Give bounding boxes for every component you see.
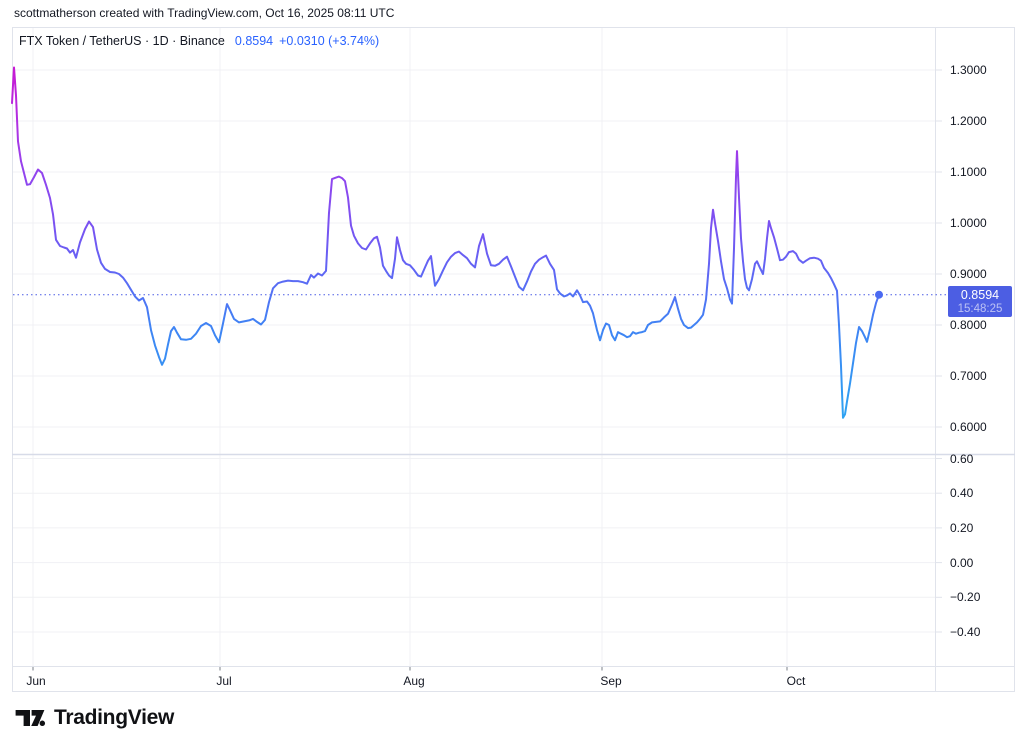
- month-label: Sep: [600, 674, 622, 688]
- last-price-badge: 0.8594 15:48:25: [948, 286, 1012, 317]
- chart-legend: FTX Token / TetherUS · 1D · Binance 0.859…: [19, 34, 379, 48]
- price-tick-label: 0.9000: [950, 267, 987, 281]
- price-tick-label: 1.3000: [950, 63, 987, 77]
- price-tick-label: 1.2000: [950, 114, 987, 128]
- last-price-value: 0.8594: [960, 288, 1000, 302]
- month-label: Oct: [786, 674, 806, 688]
- price-tick-label: 0.8000: [950, 318, 987, 332]
- lower-pane-tick-label: −0.20: [950, 590, 981, 605]
- price-tick-label: 0.7000: [950, 369, 987, 383]
- month-label: Jun: [26, 674, 46, 688]
- month-label: Jul: [216, 674, 232, 688]
- lower-pane-tick-label: 0.40: [950, 486, 974, 501]
- symbol-title: FTX Token / TetherUS · 1D · Binance: [19, 34, 225, 48]
- tradingview-logo-icon: [15, 710, 46, 726]
- bar-close-countdown: 15:48:25: [957, 303, 1003, 315]
- lower-pane-tick-label: −0.40: [950, 625, 981, 639]
- attribution-text: scottmatherson created with TradingView.…: [14, 6, 395, 20]
- price-tick-label: 1.0000: [950, 216, 987, 230]
- price-tick-label: 0.6000: [950, 420, 987, 434]
- lower-pane-tick-label: 0.60: [950, 451, 974, 466]
- tradingview-logo[interactable]: TradingView: [14, 706, 174, 730]
- lower-pane-tick-label: 0.20: [950, 520, 974, 535]
- price-tick-label: 1.1000: [950, 165, 987, 179]
- tradingview-logo-text: TradingView: [54, 706, 175, 729]
- month-label: Aug: [403, 674, 425, 688]
- legend-last-price: 0.8594: [234, 34, 274, 48]
- legend-change: +0.0310 (+3.74%): [279, 34, 380, 48]
- lower-pane-tick-label: 0.00: [950, 555, 974, 570]
